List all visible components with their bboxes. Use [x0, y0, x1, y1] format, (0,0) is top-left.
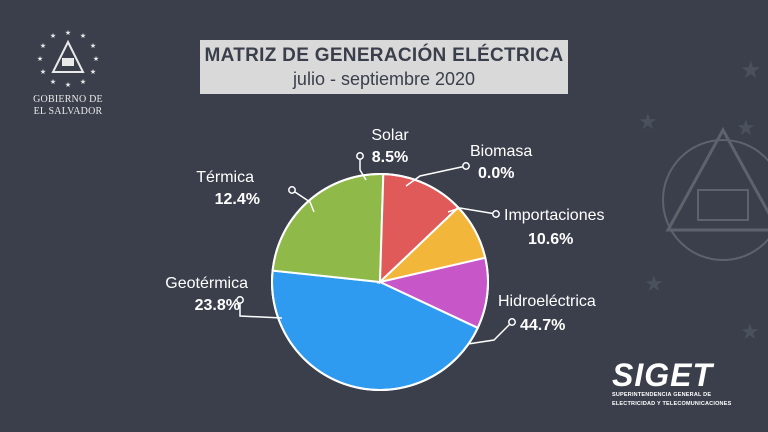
background-star-icon: ★ — [740, 320, 760, 345]
leader-dot — [236, 296, 244, 304]
leader-dot — [462, 162, 470, 170]
background-star-icon: ★ — [736, 116, 756, 141]
pie-outline — [271, 173, 489, 391]
chart-subtitle: julio - septiembre 2020 — [292, 69, 476, 89]
slice-label-value: 44.7% — [520, 317, 565, 334]
siget-logo: SIGET SUPERINTENDENCIA GENERAL DE ELECTR… — [612, 357, 742, 408]
siget-subtitle-line1: SUPERINTENDENCIA GENERAL DE — [612, 392, 712, 398]
svg-text:★: ★ — [65, 29, 71, 37]
slice-label-name: Geotérmica — [165, 275, 248, 292]
slice-label-value: 0.0% — [478, 165, 514, 182]
svg-text:★: ★ — [37, 55, 43, 63]
siget-subtitle-line2: ELECTRICIDAD Y TELECOMUNICACIONES — [612, 401, 732, 407]
background-star-icon: ★ — [740, 56, 762, 84]
svg-text:★: ★ — [80, 78, 86, 86]
slice-label-value: 23.8% — [195, 297, 240, 314]
svg-text:★: ★ — [65, 81, 71, 88]
svg-text:★: ★ — [90, 68, 96, 76]
svg-text:★: ★ — [50, 32, 56, 40]
slice-label-name: Solar — [371, 127, 409, 144]
slice-label-name: Hidroeléctrica — [498, 293, 596, 310]
leader-dot — [492, 210, 500, 218]
background-star-icon: ★ — [644, 272, 664, 297]
leader-line-importaciones — [447, 207, 497, 215]
gobierno-name-line1: GOBIERNO DE — [33, 94, 103, 105]
background-star-icon: ★ — [638, 110, 658, 135]
gobierno-name-line2: EL SALVADOR — [33, 106, 103, 117]
svg-text:★: ★ — [40, 68, 46, 76]
leader-line-térmica — [291, 189, 315, 213]
coat-of-arms-icon: ★ ★ ★ ★ ★ ★ ★ ★ ★ ★ ★ ★ — [37, 29, 99, 89]
leader-line-geotérmica — [239, 300, 283, 319]
gobierno-logo: ★ ★ ★ ★ ★ ★ ★ ★ ★ ★ ★ ★ GOBIERNO DE EL S… — [28, 28, 108, 117]
leader-line-hidroeléctrica — [467, 321, 513, 345]
svg-text:★: ★ — [90, 42, 96, 50]
leader-line-biomasa — [405, 165, 467, 187]
slice-label-value: 10.6% — [528, 231, 573, 248]
slice-label-value: 12.4% — [215, 191, 260, 208]
leader-line-solar — [359, 156, 367, 181]
slice-label-name: Biomasa — [470, 143, 532, 160]
slice-label-value: 8.5% — [372, 149, 408, 166]
slice-label-name: Térmica — [196, 169, 254, 186]
leader-dot — [288, 186, 296, 194]
leader-dot — [508, 318, 516, 326]
svg-text:★: ★ — [40, 42, 46, 50]
svg-text:★: ★ — [93, 55, 99, 63]
seal-watermark-icon — [662, 126, 768, 261]
siget-brand: SIGET — [612, 357, 714, 393]
slice-label-name: Importaciones — [504, 207, 605, 224]
chart-title: MATRIZ DE GENERACIÓN ELÉCTRICA — [204, 45, 564, 66]
svg-text:★: ★ — [80, 32, 86, 40]
title-box: MATRIZ DE GENERACIÓN ELÉCTRICA julio - s… — [200, 40, 568, 94]
leader-dot — [356, 152, 364, 160]
svg-text:★: ★ — [50, 78, 56, 86]
